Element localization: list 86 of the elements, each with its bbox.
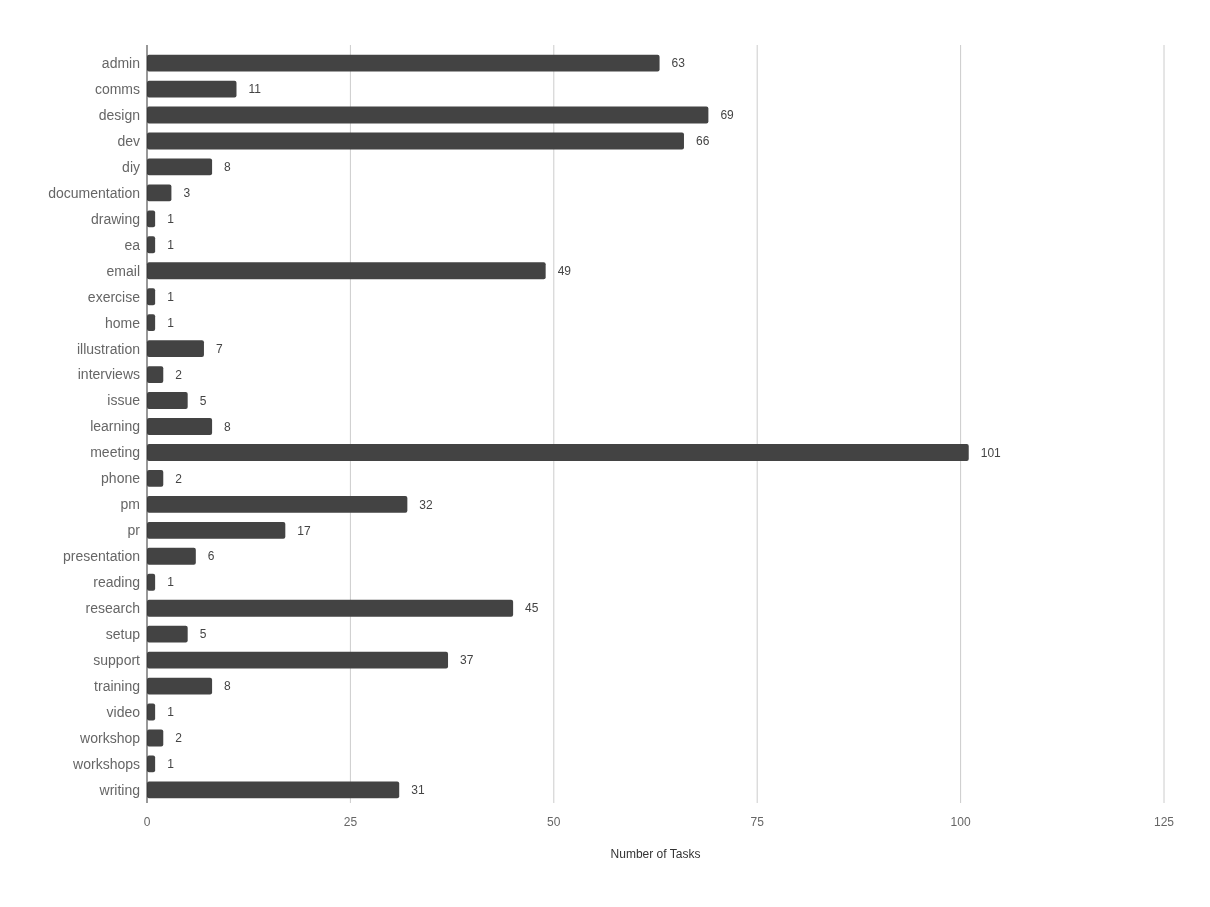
bar: [147, 495, 408, 513]
y-tick-label: comms: [94, 80, 140, 97]
y-tick-label: setup: [105, 626, 141, 643]
data-label: 37: [460, 653, 474, 668]
y-tick-label: meeting: [90, 444, 140, 461]
data-label: 8: [224, 679, 232, 694]
data-label: 1: [167, 575, 175, 590]
data-label: 1: [167, 289, 175, 304]
y-tick-label: workshops: [72, 755, 140, 772]
y-tick-label: ea: [124, 236, 141, 253]
data-label: 8: [224, 160, 232, 175]
bar: [147, 625, 188, 643]
y-tick-label: interviews: [77, 366, 140, 383]
y-tick-label: illustration: [76, 340, 140, 357]
data-label: 63: [671, 56, 686, 71]
y-tick-label: drawing: [90, 210, 140, 227]
data-label: 5: [199, 627, 207, 642]
y-tick-label: issue: [107, 392, 141, 409]
bar: [147, 547, 196, 565]
y-tick-label: phone: [101, 470, 141, 487]
data-label: 2: [175, 731, 183, 746]
bar: [147, 444, 969, 461]
data-label: 69: [720, 108, 735, 123]
x-tick-label: 100: [950, 815, 971, 829]
data-label: 49: [557, 263, 572, 278]
y-tick-label: support: [93, 652, 141, 669]
x-tick-label: 125: [1153, 815, 1175, 829]
y-tick-label: design: [98, 106, 140, 123]
x-tick-label: 50: [547, 815, 561, 829]
x-tick-label: 75: [750, 815, 765, 829]
y-tick-label: email: [106, 262, 140, 279]
bar: [147, 106, 709, 124]
y-tick-label: writing: [98, 781, 140, 798]
bar: [147, 651, 449, 669]
y-tick-label: home: [104, 314, 141, 331]
bar: [147, 184, 172, 202]
bar: [147, 781, 400, 799]
y-tick-label: learning: [90, 418, 140, 435]
x-tick-label: 0: [143, 815, 151, 829]
data-label: 66: [695, 134, 710, 149]
y-tick-label: admin: [101, 55, 140, 72]
y-tick-label: diy: [122, 158, 140, 175]
bar: [147, 677, 213, 695]
data-label: 5: [199, 393, 207, 408]
data-label: 31: [411, 783, 425, 798]
y-tick-label: exercise: [87, 288, 141, 305]
y-tick-label: pm: [120, 496, 140, 513]
bar: [147, 54, 660, 72]
data-label: 1: [167, 757, 175, 772]
bar: [147, 469, 164, 487]
data-label: 1: [167, 315, 175, 330]
y-tick-label: presentation: [62, 548, 140, 565]
x-axis-title: Number of Tasks: [610, 847, 701, 861]
y-tick-label: training: [94, 677, 140, 694]
data-label: 17: [297, 523, 311, 538]
bar: [147, 262, 546, 280]
y-tick-label: video: [106, 703, 141, 720]
data-label: 3: [183, 186, 191, 201]
bar: [147, 599, 514, 617]
data-label: 1: [167, 705, 175, 720]
bar: [147, 366, 164, 384]
data-label: 1: [167, 238, 175, 252]
bar: [147, 418, 213, 435]
data-label: 1: [167, 212, 175, 227]
y-tick-label: pr: [127, 522, 141, 539]
data-label: 11: [248, 82, 262, 97]
data-label: 2: [175, 367, 183, 382]
bar: [147, 392, 188, 409]
data-label: 7: [215, 341, 223, 356]
data-label: 45: [525, 601, 539, 616]
y-tick-label: workshop: [79, 729, 141, 746]
bar: [147, 132, 684, 150]
y-tick-label: reading: [93, 574, 140, 591]
y-tick-label: documentation: [48, 184, 140, 201]
x-tick-label: 25: [343, 815, 358, 829]
bar: [147, 158, 213, 176]
data-label: 101: [980, 445, 1002, 460]
bar: [147, 521, 286, 539]
bar: [147, 340, 204, 358]
y-tick-label: dev: [117, 132, 140, 149]
data-label: 8: [224, 419, 232, 434]
bar: [147, 80, 237, 98]
data-label: 6: [207, 549, 215, 564]
data-label: 32: [419, 497, 434, 512]
data-label: 2: [175, 471, 183, 486]
y-tick-label: research: [85, 600, 140, 617]
